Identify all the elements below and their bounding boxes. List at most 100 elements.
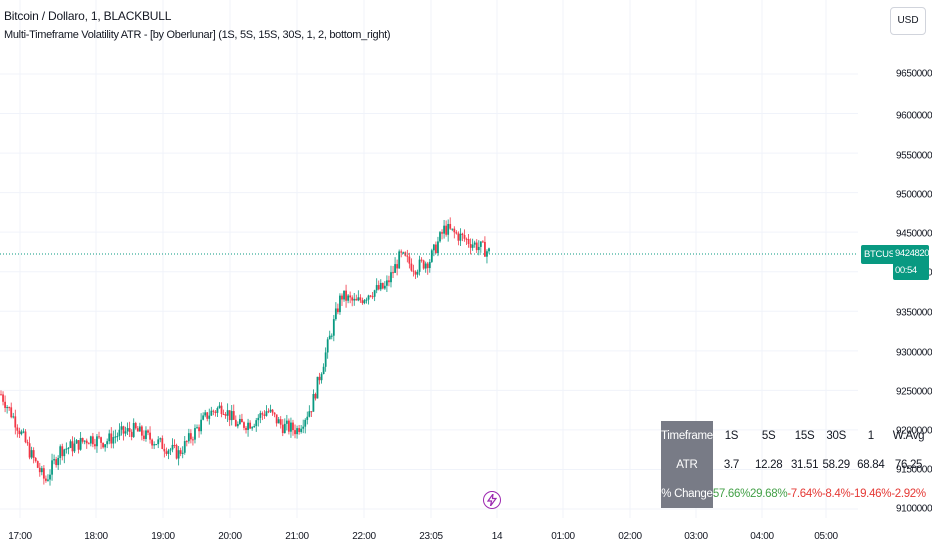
candle-body[interactable] xyxy=(124,431,127,434)
candle-body[interactable] xyxy=(443,225,445,234)
candle-body[interactable] xyxy=(465,238,468,240)
candle-body[interactable] xyxy=(51,460,53,475)
candle-body[interactable] xyxy=(306,416,309,420)
candle-body[interactable] xyxy=(138,426,141,432)
candle-body[interactable] xyxy=(134,423,137,429)
candle-body[interactable] xyxy=(394,264,396,273)
candle-body[interactable] xyxy=(367,295,370,300)
candle-body[interactable] xyxy=(422,260,425,269)
candle-body[interactable] xyxy=(459,233,462,241)
candle-body[interactable] xyxy=(381,282,384,289)
candle-body[interactable] xyxy=(273,412,276,415)
candle-body[interactable] xyxy=(453,228,456,233)
candle-body[interactable] xyxy=(312,393,315,412)
candle-body[interactable] xyxy=(445,225,448,235)
candle-body[interactable] xyxy=(38,467,41,473)
candle-body[interactable] xyxy=(85,440,88,444)
candle-body[interactable] xyxy=(232,411,235,420)
candle-body[interactable] xyxy=(55,459,58,466)
candle-body[interactable] xyxy=(187,433,190,442)
candle-body[interactable] xyxy=(310,411,313,413)
candle-body[interactable] xyxy=(292,422,294,431)
candle-body[interactable] xyxy=(67,447,70,449)
candle-body[interactable] xyxy=(475,242,478,251)
candle-body[interactable] xyxy=(145,430,147,439)
indicator-legend[interactable]: Multi-Timeframe Volatility ATR - [by Obe… xyxy=(4,29,391,41)
candle-body[interactable] xyxy=(416,271,419,275)
candle-body[interactable] xyxy=(357,297,360,301)
candle-body[interactable] xyxy=(375,285,378,291)
candle-body[interactable] xyxy=(61,446,64,457)
candle-body[interactable] xyxy=(96,436,98,447)
candle-body[interactable] xyxy=(351,297,354,301)
candle-body[interactable] xyxy=(326,339,329,353)
candle-body[interactable] xyxy=(185,441,188,443)
candle-body[interactable] xyxy=(245,427,247,431)
candle-body[interactable] xyxy=(128,428,131,432)
candle-body[interactable] xyxy=(392,272,394,274)
candle-body[interactable] xyxy=(112,437,115,444)
candle-body[interactable] xyxy=(98,436,100,438)
candle-body[interactable] xyxy=(130,431,133,437)
candle-body[interactable] xyxy=(302,426,305,429)
candle-body[interactable] xyxy=(341,295,343,300)
candle-body[interactable] xyxy=(53,459,55,461)
candle-body[interactable] xyxy=(484,241,486,257)
candle-body[interactable] xyxy=(241,418,243,423)
candle-body[interactable] xyxy=(334,308,337,320)
candle-body[interactable] xyxy=(463,235,466,239)
candle-body[interactable] xyxy=(75,440,78,444)
candle-body[interactable] xyxy=(136,428,139,432)
candle-body[interactable] xyxy=(412,270,415,272)
candle-body[interactable] xyxy=(32,450,35,458)
candle-body[interactable] xyxy=(349,295,352,298)
candle-body[interactable] xyxy=(406,255,409,257)
candle-body[interactable] xyxy=(318,376,321,381)
candle-body[interactable] xyxy=(396,264,399,269)
candle-body[interactable] xyxy=(122,426,125,434)
candle-body[interactable] xyxy=(4,401,6,408)
candle-body[interactable] xyxy=(437,241,439,254)
candle-body[interactable] xyxy=(147,430,149,433)
candle-body[interactable] xyxy=(424,263,427,269)
candle-body[interactable] xyxy=(294,430,296,435)
candle-body[interactable] xyxy=(410,263,413,271)
candle-body[interactable] xyxy=(324,352,327,367)
candle-body[interactable] xyxy=(126,428,129,432)
candle-body[interactable] xyxy=(255,420,258,427)
candle-body[interactable] xyxy=(428,261,431,269)
candle-body[interactable] xyxy=(441,232,443,234)
candle-body[interactable] xyxy=(140,426,143,436)
candle-body[interactable] xyxy=(108,433,111,442)
candle-body[interactable] xyxy=(226,410,229,416)
candle-body[interactable] xyxy=(238,418,241,425)
candle-body[interactable] xyxy=(337,308,339,313)
candle-body[interactable] xyxy=(153,444,156,446)
candle-body[interactable] xyxy=(165,451,168,454)
candle-body[interactable] xyxy=(208,415,211,419)
candle-body[interactable] xyxy=(414,271,417,275)
candle-body[interactable] xyxy=(224,414,227,416)
candle-body[interactable] xyxy=(210,410,213,416)
candle-body[interactable] xyxy=(198,427,200,432)
candle-body[interactable] xyxy=(388,280,390,283)
candle-body[interactable] xyxy=(120,426,123,430)
candle-body[interactable] xyxy=(359,297,362,301)
candle-body[interactable] xyxy=(30,450,33,458)
candle-body[interactable] xyxy=(151,439,153,446)
candle-body[interactable] xyxy=(79,437,82,450)
candle-body[interactable] xyxy=(279,419,282,425)
candle-body[interactable] xyxy=(469,243,472,248)
candle-body[interactable] xyxy=(47,479,49,481)
candle-body[interactable] xyxy=(418,259,421,272)
candle-body[interactable] xyxy=(277,419,280,424)
candle-body[interactable] xyxy=(283,423,286,434)
candle-body[interactable] xyxy=(83,440,86,442)
candle-body[interactable] xyxy=(194,428,196,440)
candle-body[interactable] xyxy=(471,244,474,248)
candle-body[interactable] xyxy=(400,251,403,253)
candle-body[interactable] xyxy=(290,422,292,432)
candle-body[interactable] xyxy=(330,335,333,337)
candle-body[interactable] xyxy=(73,443,76,452)
candle-body[interactable] xyxy=(353,298,356,301)
